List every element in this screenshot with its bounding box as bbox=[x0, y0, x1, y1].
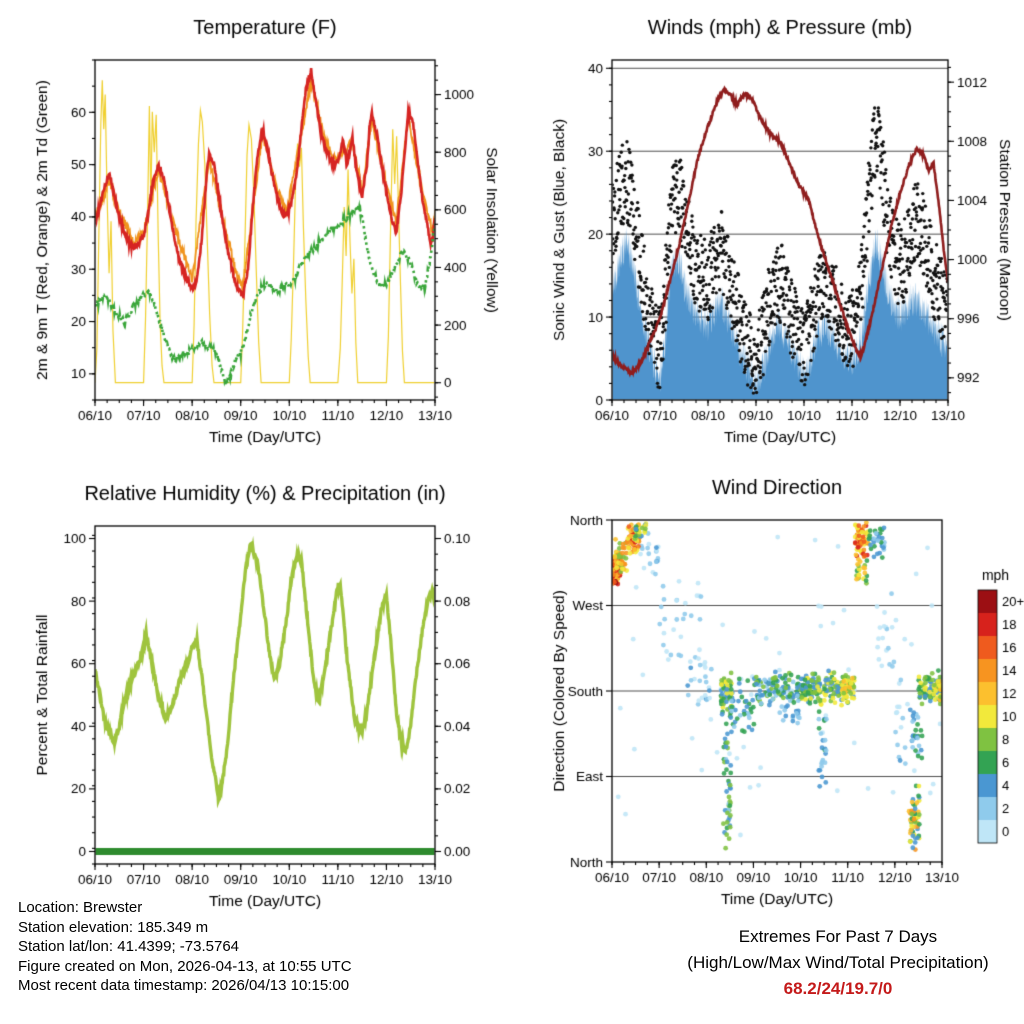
extremes-values: 68.2/24/19.7/0 bbox=[783, 979, 893, 998]
recent-timestamp: Most recent data timestamp: 2026/04/13 1… bbox=[18, 977, 350, 994]
wind-direction-chart bbox=[512, 462, 1024, 914]
temperature-chart bbox=[0, 0, 512, 462]
station-elevation: Station elevation: 185.349 m bbox=[18, 918, 209, 936]
figure-created: Figure created on Mon, 2026-04-13, at 10… bbox=[18, 957, 352, 975]
station-latlon: Station lat/lon: 41.4399; -73.5764 bbox=[18, 938, 240, 955]
extremes-title: Extremes For Past 7 Days bbox=[738, 927, 938, 946]
winds-pressure-chart bbox=[512, 0, 1024, 462]
humidity-precip-chart bbox=[0, 462, 512, 914]
station-info: Location: Brewster Station elevation: 18… bbox=[18, 898, 352, 996]
extremes-subtitle: (High/Low/Max Wind/Total Precipitation) bbox=[687, 953, 989, 972]
station-location: Location: Brewster bbox=[18, 899, 143, 916]
extremes-block: Extremes For Past 7 Days (High/Low/Max W… bbox=[648, 924, 1024, 1002]
